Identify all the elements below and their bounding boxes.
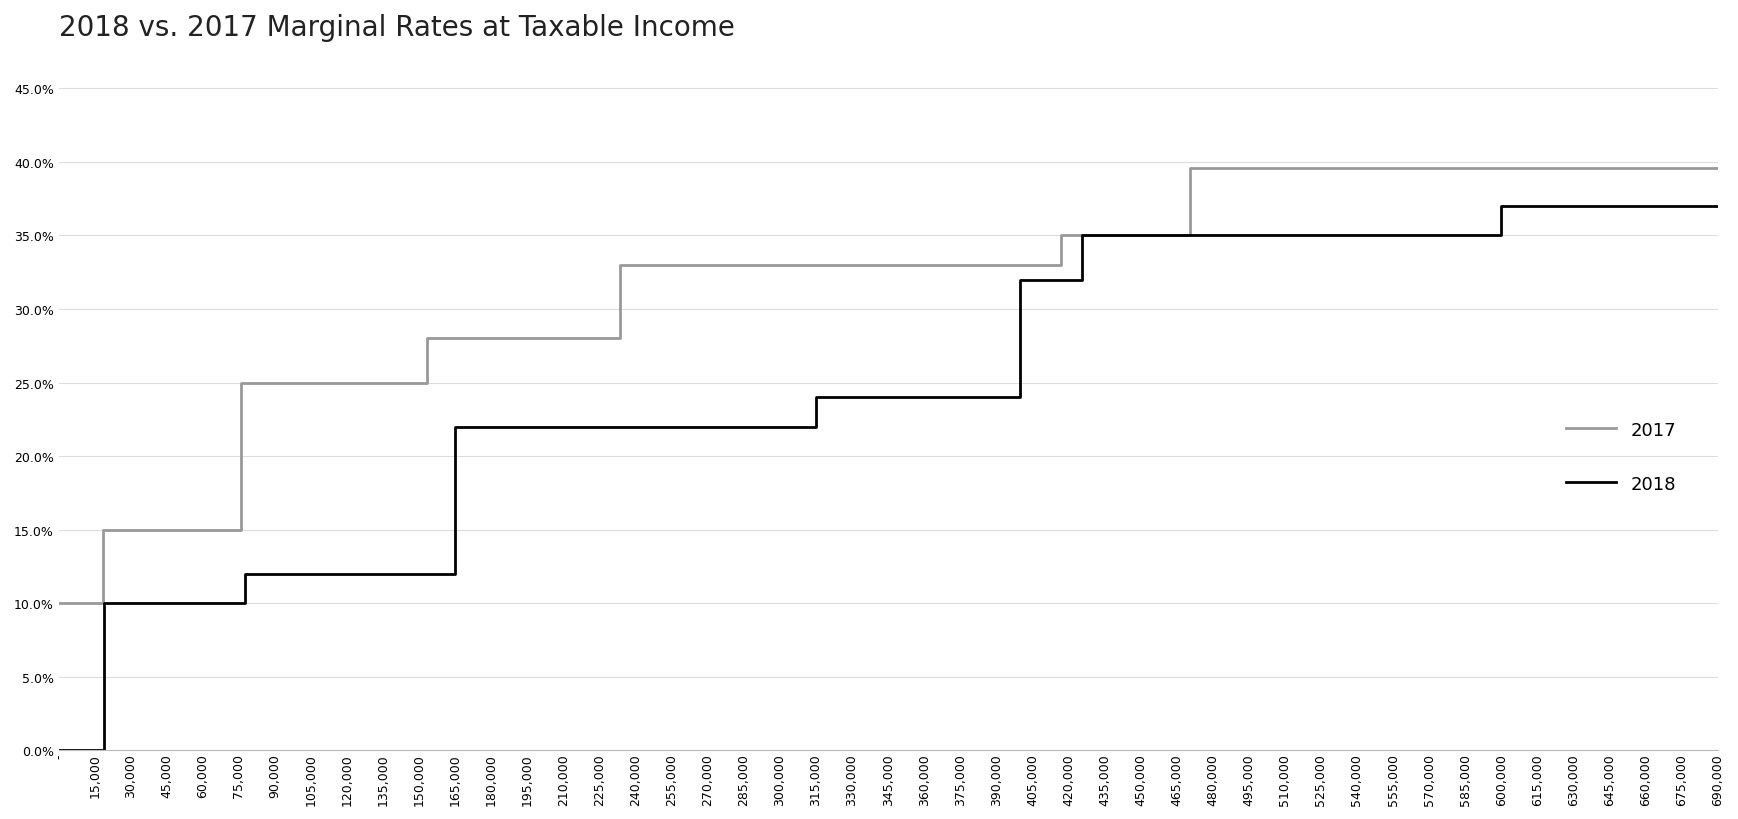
2018 [1491,201,1512,211]
2018 [1707,201,1728,211]
2017 [1180,231,1201,241]
2018 [1491,231,1512,241]
2018 [94,599,115,609]
Line: 2018: 2018 [59,206,1717,750]
2018 [94,745,115,755]
2018 [445,423,466,432]
2017 [231,378,252,388]
2018 [1010,275,1031,285]
2018 [49,745,70,755]
2017 [610,260,631,270]
2018 [235,599,255,609]
2017 [610,334,631,344]
2017 [1050,260,1071,270]
2017 [417,334,438,344]
2018 [235,569,255,579]
2017 [94,525,115,535]
2018 [445,569,466,579]
2018 [805,393,826,403]
Legend: 2017, 2018: 2017, 2018 [1559,414,1684,500]
2017 [1707,164,1728,174]
2018 [1072,231,1093,241]
2017 [231,525,252,535]
2017 [1050,231,1071,241]
2017 [49,599,70,609]
2017 [1180,164,1201,174]
Line: 2017: 2017 [59,169,1717,604]
2018 [1010,393,1031,403]
2017 [417,378,438,388]
2018 [1072,275,1093,285]
Text: 2018 vs. 2017 Marginal Rates at Taxable Income: 2018 vs. 2017 Marginal Rates at Taxable … [59,14,735,42]
2017 [94,599,115,609]
2018 [805,423,826,432]
